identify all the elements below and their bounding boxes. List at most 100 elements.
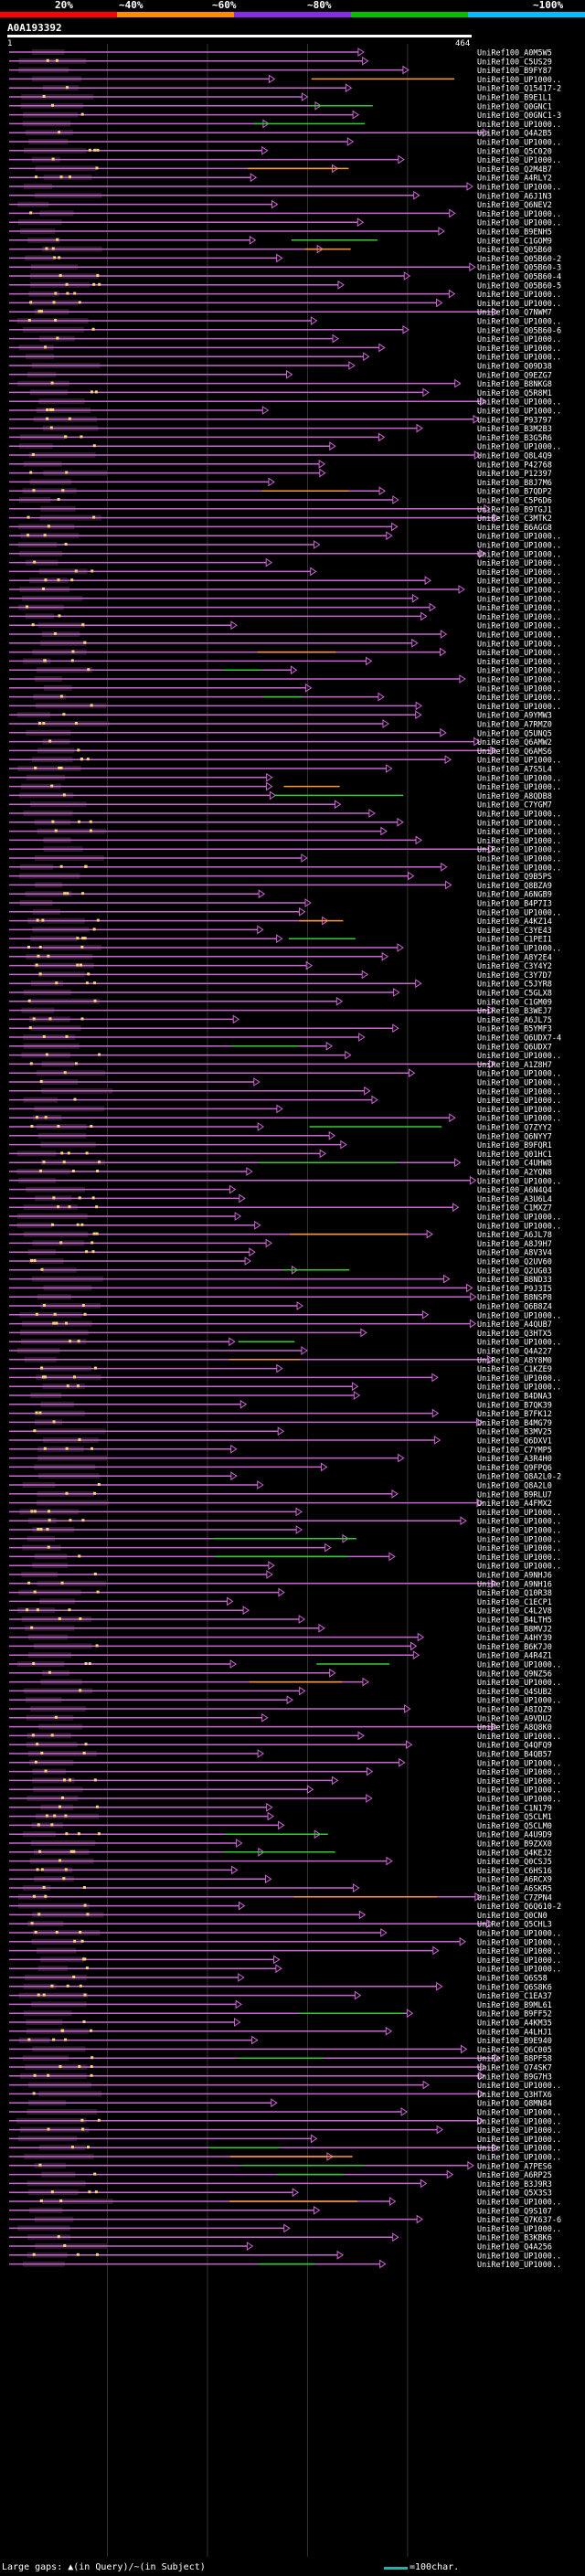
hit-arrow — [478, 2089, 485, 2099]
hit-arrow — [488, 1059, 496, 1069]
lowq-dot — [68, 1608, 71, 1612]
lowq-dot — [58, 767, 61, 769]
lowq-dot — [59, 1241, 63, 1245]
hit-row: UniRef100_B9FY87 — [9, 65, 552, 76]
lowq-dot — [78, 1196, 81, 1200]
hit-row: UniRef100_UP1000.. — [9, 1677, 561, 1688]
lowq-dot — [96, 148, 100, 152]
hit-arrow — [351, 1382, 359, 1392]
lowq-dot — [96, 1170, 100, 1172]
lowq-dot — [32, 2253, 36, 2256]
hit-row: UniRef100_UP1000.. — [9, 397, 561, 408]
hit-row: UniRef100_Q01HC1 — [9, 1149, 552, 1160]
lowq-dot — [58, 1859, 62, 1862]
hit-label: UniRef100_B9E940 — [477, 2037, 552, 2046]
hit-row: UniRef100_UP1000.. — [9, 557, 561, 568]
lowq-dot — [85, 1151, 89, 1155]
hit-arrow — [420, 2178, 428, 2189]
hit-arrow — [460, 2044, 468, 2054]
hit-row: UniRef100_B4QB57 — [9, 1749, 552, 1760]
hit-arrow — [290, 665, 298, 675]
hit-label: UniRef100_B6AGG8 — [477, 524, 552, 533]
hit-row: UniRef100_B3MV25 — [9, 1426, 552, 1437]
hit-row: UniRef100_B8NKG8 — [9, 378, 552, 389]
lowq-dot — [40, 1752, 44, 1754]
hit-arrow — [227, 1596, 234, 1606]
hit-arrow — [334, 800, 342, 810]
hit-arrow — [410, 1641, 418, 1651]
lowq-dot — [58, 274, 62, 277]
hit-row: UniRef100_Q7ZYY2 — [9, 1122, 552, 1133]
hit-label: UniRef100_UP1000.. — [477, 1661, 561, 1670]
legend-label-100: ~100% — [533, 0, 564, 11]
hit-label: UniRef100_C5JYR8 — [477, 981, 552, 990]
hit-arrow — [378, 343, 386, 353]
hit-arrow — [493, 513, 500, 523]
hit-arrow — [286, 369, 293, 379]
lowq-dot — [76, 937, 80, 940]
hit-label: UniRef100_UP1000.. — [477, 550, 561, 559]
lowq-dot — [73, 1097, 77, 1101]
hit-row: UniRef100_A7PES6 — [9, 2160, 552, 2171]
hit-arrow — [319, 468, 326, 478]
hit-label: UniRef100_UP1000.. — [477, 2225, 561, 2234]
hit-row: UniRef100_UP1000.. — [9, 1337, 561, 1348]
lowq-dot — [52, 1196, 56, 1200]
lowq-dot — [84, 1743, 88, 1746]
lowq-dot — [45, 247, 48, 250]
hit-row: UniRef100_C3Y4Y2 — [9, 960, 552, 971]
lowq-dot — [85, 1250, 89, 1254]
lowq-dot — [82, 1957, 86, 1961]
legend-seg-orange — [117, 12, 234, 17]
hit-label: UniRef100_C5US29 — [477, 58, 552, 67]
hit-label: UniRef100_UP1000.. — [477, 156, 561, 165]
lowq-dot — [69, 1519, 72, 1522]
hit-arrow — [318, 459, 325, 469]
hit-arrow — [328, 1130, 336, 1140]
hit-label: UniRef100_A7PES6 — [477, 2162, 552, 2171]
hit-row: UniRef100_Q74SK7 — [9, 2062, 552, 2073]
hit-row: UniRef100_UP1000.. — [9, 2115, 561, 2126]
hit-arrow — [405, 1740, 413, 1750]
hit-label: UniRef100_B4P7I3 — [477, 900, 552, 909]
hit-row: UniRef100_A6JL75 — [9, 1014, 552, 1025]
lowq-dot — [86, 758, 90, 761]
hit-label: UniRef100_UP1000.. — [477, 613, 561, 622]
lowq-dot — [84, 1662, 88, 1665]
hit-label: UniRef100_Q3HTX5 — [477, 1330, 552, 1339]
hit-arrow — [443, 1274, 451, 1284]
lowq-dot — [27, 2038, 31, 2041]
lowq-dot — [70, 578, 74, 582]
hit-label: UniRef100_P42768 — [477, 461, 552, 470]
hit-row: UniRef100_Q8BZA9 — [9, 880, 552, 891]
hit-row: UniRef100_A4RLY2 — [9, 173, 552, 184]
hit-row: UniRef100_Q5X3S3 — [9, 2188, 552, 2199]
hit-row: UniRef100_B9ENH5 — [9, 227, 552, 238]
hit-row: UniRef100_C5P6D6 — [9, 495, 552, 506]
hit-label: UniRef100_A3U6L4 — [477, 1195, 552, 1204]
hit-label: UniRef100_UP1000.. — [477, 783, 561, 792]
lowq-dot — [43, 659, 47, 663]
lowq-dot — [76, 1384, 80, 1388]
hit-label: UniRef100_UP1000.. — [477, 1311, 561, 1320]
lowq-dot — [79, 1984, 82, 1988]
lowq-dot — [66, 1384, 69, 1388]
hit-row: UniRef100_B3KBK6 — [9, 2232, 552, 2243]
hit-row: UniRef100_C5JYR8 — [9, 979, 552, 990]
hit-row: UniRef100_UP1000.. — [9, 1928, 561, 1939]
hit-label: UniRef100_Q6AMS6 — [477, 747, 552, 757]
lowq-dot — [51, 1223, 55, 1226]
hit-arrow — [301, 1346, 308, 1355]
hit-label: UniRef100_UP1000.. — [477, 1079, 561, 1088]
hit-label: UniRef100_UP1000.. — [477, 1383, 561, 1393]
hit-label: UniRef100_UP1000.. — [477, 2154, 561, 2163]
hit-label: UniRef100_UP1000.. — [477, 578, 561, 587]
hit-row: UniRef100_A7RMZ0 — [9, 719, 552, 730]
lowq-dot — [47, 954, 50, 958]
hit-row: UniRef100_UP1000.. — [9, 1309, 561, 1320]
lowq-dot — [35, 963, 38, 967]
hit-label: UniRef100_B4LTH5 — [477, 1617, 552, 1626]
hit-row: UniRef100_Q05B60-6 — [9, 324, 561, 335]
hit-row: UniRef100_C1MXZ7 — [9, 1203, 552, 1214]
footer-scale-label: =100char. — [410, 2562, 460, 2572]
